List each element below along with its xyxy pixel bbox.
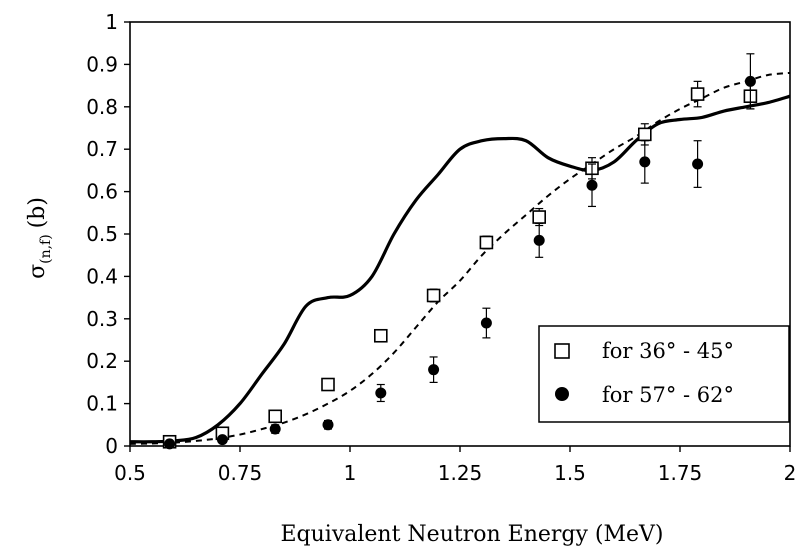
open-square-marker — [690, 87, 705, 101]
open-square-marker — [637, 127, 652, 142]
solid-curve-0 — [129, 94, 791, 444]
dashed-curve-1 — [129, 71, 791, 445]
series-1-point-4 — [373, 328, 388, 343]
series-2-point-8 — [586, 163, 598, 208]
filled-circle-marker — [744, 75, 756, 87]
y-axis-title-subscript: (n,f) — [38, 234, 54, 264]
legend-label-series-2: for 57° - 62° — [602, 383, 734, 407]
filled-circle-marker — [692, 158, 704, 170]
open-square-marker — [268, 409, 283, 424]
x-tick-label-2: 1 — [344, 461, 357, 485]
y-axis-title-symbol: σ — [25, 264, 50, 279]
y-tick-label-7: 0.7 — [86, 137, 118, 161]
series-1-point-5 — [426, 288, 441, 303]
open-square-marker — [321, 377, 335, 392]
series-2-point-1 — [216, 434, 228, 446]
filled-circle-marker — [322, 419, 334, 431]
y-axis-title: σ(n,f) (b) — [25, 197, 54, 279]
ticks-layer: 0.5 0.75 1 1.25 1.5 1.75 2 0 0.1 0.2 0.3 0.4 0.5 0.6 0… — [86, 10, 796, 485]
series-2-point-2 — [269, 423, 281, 435]
filled-circle-marker — [480, 317, 492, 329]
filled-circle-marker — [269, 423, 281, 435]
legend-box — [538, 325, 790, 423]
series-2-point-11 — [744, 53, 756, 110]
open-square-marker — [426, 288, 441, 303]
series-1-point-3 — [321, 377, 335, 392]
filled-circle-marker — [164, 438, 176, 450]
y-tick-label-0: 0 — [105, 434, 118, 458]
legend-marker-open-square — [554, 343, 570, 359]
data-points-layer — [162, 53, 758, 450]
legend: for 36° - 45° for 57° - 62° — [538, 325, 790, 423]
x-tick-label-5: 1.75 — [658, 461, 703, 485]
series-1-point-10 — [690, 80, 705, 108]
series-2-point-7 — [533, 222, 545, 258]
series-1-point-2 — [268, 409, 283, 424]
filled-circle-marker — [216, 434, 228, 446]
x-tick-label-4: 1.5 — [554, 461, 586, 485]
y-tick-label-8: 0.8 — [86, 95, 118, 119]
y-tick-label-1: 0.1 — [86, 392, 118, 416]
filled-circle-marker — [428, 364, 440, 376]
y-tick-label-6: 0.6 — [86, 180, 118, 204]
series-2-point-4 — [375, 383, 387, 403]
x-tick-label-1: 0.75 — [218, 461, 263, 485]
series-2-point-6 — [480, 307, 492, 339]
curves-layer — [129, 71, 791, 445]
series-2-point-0 — [164, 438, 176, 450]
filled-circle-marker — [375, 387, 387, 399]
filled-circle-marker — [639, 156, 651, 168]
x-tick-label-0: 0.5 — [114, 461, 146, 485]
series-2-point-10 — [692, 140, 704, 188]
x-axis-title: Equivalent Neutron Energy (MeV) — [280, 522, 663, 547]
x-tick-label-3: 1.25 — [438, 461, 483, 485]
legend-marker-filled-circle — [555, 387, 569, 401]
series-2-point-5 — [428, 356, 440, 383]
y-tick-label-3: 0.3 — [86, 307, 118, 331]
filled-circle-marker — [533, 234, 545, 246]
y-tick-label-2: 0.2 — [86, 349, 118, 373]
y-tick-label-5: 0.5 — [86, 222, 118, 246]
y-axis-title-unit: (b) — [25, 197, 50, 228]
filled-circle-marker — [586, 179, 598, 191]
y-tick-label-9: 0.9 — [86, 52, 118, 76]
y-tick-label-10: 1 — [105, 10, 118, 34]
y-tick-label-4: 0.4 — [86, 264, 118, 288]
series-2-point-3 — [322, 419, 334, 431]
legend-label-series-1: for 36° - 45° — [602, 339, 734, 363]
series-2-point-9 — [639, 140, 651, 184]
series-1-point-6 — [479, 235, 494, 250]
open-square-marker — [532, 210, 547, 224]
x-tick-label-6: 2 — [784, 461, 797, 485]
open-square-marker — [373, 328, 388, 343]
open-square-marker — [479, 235, 494, 250]
